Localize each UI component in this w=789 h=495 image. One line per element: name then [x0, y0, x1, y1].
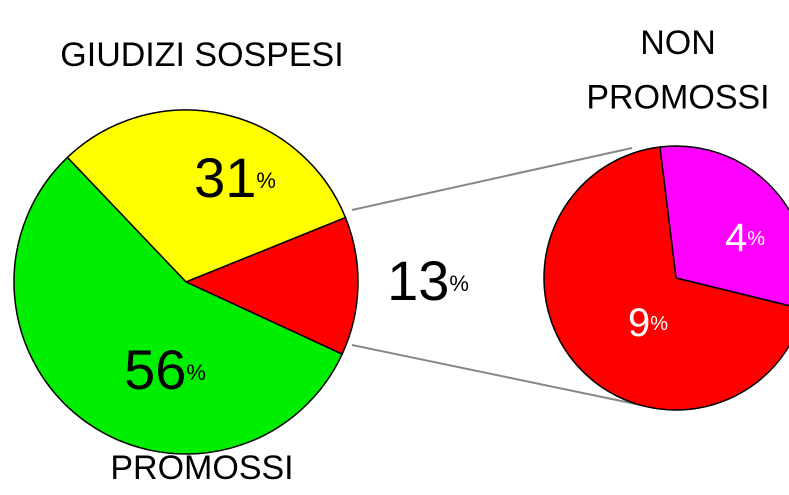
data-label: 9% [628, 301, 668, 345]
connector [351, 147, 633, 211]
category-label: PROMOSSI [110, 449, 293, 487]
data-label: 56% [124, 338, 206, 401]
pie-slice [543, 146, 789, 411]
connector [351, 344, 656, 409]
pie-slice [13, 156, 344, 455]
data-label: 4% [725, 216, 765, 260]
data-label: 13% [387, 249, 469, 312]
data-label: 31% [194, 146, 276, 209]
pie-title: NON PROMOSSI [586, 24, 769, 116]
pie-slice [66, 109, 347, 283]
pie-slice [659, 145, 789, 307]
category-label: GIUDIZI SOSPESI [60, 36, 343, 74]
pie-slice [184, 216, 359, 356]
